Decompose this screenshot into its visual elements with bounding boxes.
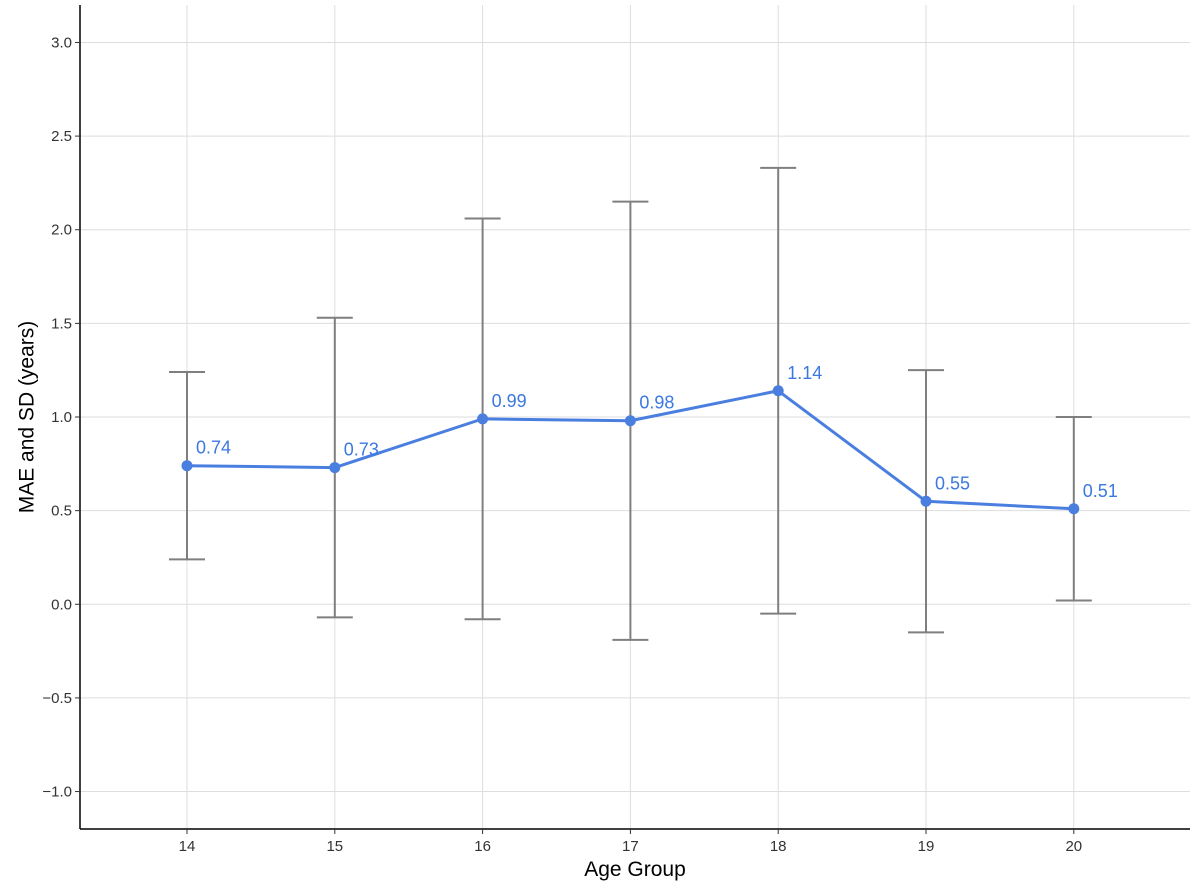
y-tick-label: 1.0 <box>51 409 72 426</box>
y-tick-label: 1.5 <box>51 315 72 332</box>
y-axis-title: MAE and SD (years) <box>15 321 38 514</box>
x-tick-label: 16 <box>474 838 491 855</box>
x-tick-label: 20 <box>1065 838 1082 855</box>
axes <box>75 5 1190 834</box>
data-point <box>181 460 193 472</box>
x-tick-label: 19 <box>918 838 935 855</box>
y-tick-label: −0.5 <box>42 690 72 707</box>
y-tick-label: 2.5 <box>51 128 72 145</box>
error-bars <box>169 166 1092 641</box>
data-label: 0.99 <box>492 391 527 411</box>
y-tick-label: −1.0 <box>42 784 72 801</box>
data-point <box>920 495 932 507</box>
x-tick-label: 18 <box>770 838 787 855</box>
data-label: 0.51 <box>1083 481 1118 501</box>
y-tick-label: 0.5 <box>51 503 72 520</box>
data-label: 0.73 <box>344 440 379 460</box>
data-point <box>772 385 784 397</box>
data-labels: 0.74 0.73 0.99 0.98 1.14 0.55 0.51 <box>196 363 1118 501</box>
data-point <box>329 462 341 474</box>
x-tick-label: 17 <box>622 838 639 855</box>
grid-lines <box>80 5 1190 829</box>
data-point <box>624 415 636 427</box>
y-tick-label: 0.0 <box>51 596 72 613</box>
data-points <box>181 385 1080 515</box>
x-axis-title: Age Group <box>584 858 686 881</box>
data-label: 0.74 <box>196 438 231 458</box>
data-point <box>477 413 489 425</box>
y-tick-label: 3.0 <box>51 34 72 51</box>
x-tick-label: 15 <box>326 838 343 855</box>
data-point <box>1068 503 1080 515</box>
data-label: 0.55 <box>935 473 970 493</box>
data-label: 1.14 <box>787 363 822 383</box>
data-label: 0.98 <box>639 393 674 413</box>
x-tick-label: 14 <box>179 838 196 855</box>
y-tick-label: 2.0 <box>51 222 72 239</box>
tick-labels: −1.0 −0.5 0.0 0.5 1.0 1.5 2.0 2.5 3.0 14 15 16 17 18 1… <box>42 34 1082 855</box>
